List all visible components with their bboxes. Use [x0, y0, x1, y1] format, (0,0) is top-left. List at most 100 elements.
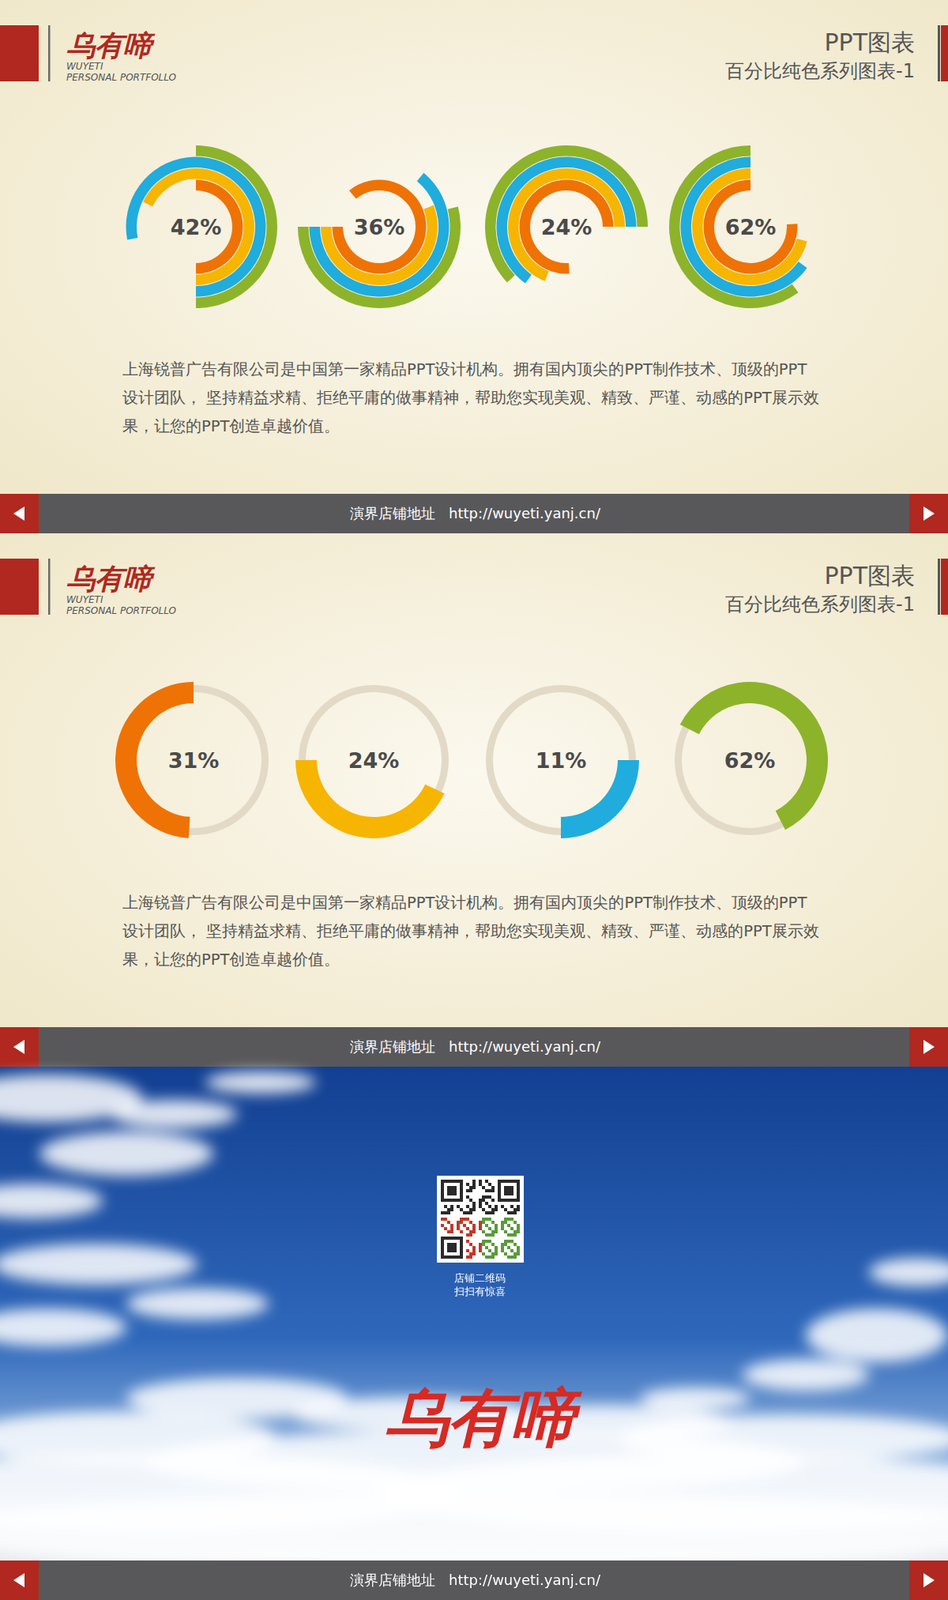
- qr-module: [450, 1223, 454, 1227]
- qr-module: [500, 1248, 505, 1253]
- clouds: [0, 1071, 948, 1573]
- nav-next[interactable]: [923, 506, 935, 521]
- body-text: 果，让您的PPT创造卓越价值。: [122, 417, 340, 436]
- qr-module: [488, 1182, 492, 1186]
- qr-module: [466, 1226, 470, 1231]
- header-divider: [48, 25, 51, 82]
- nav-prev[interactable]: [13, 506, 25, 521]
- footer-url[interactable]: http://wuyeti.yanj.cn/: [448, 504, 602, 522]
- body-text: 设计团队， 坚持精益求精、拒绝平庸的做事精神，帮助您实现美观、精致、严谨、动感的…: [122, 921, 820, 941]
- footer-label: 演界店铺地址: [349, 1038, 436, 1055]
- marks: [295, 684, 449, 839]
- qr-module: [491, 1185, 495, 1189]
- qr-module: [478, 1179, 482, 1183]
- qr-module: [440, 1217, 444, 1221]
- nav-prev[interactable]: [13, 1039, 25, 1054]
- qr-module: [491, 1233, 495, 1237]
- qr-module: [507, 1217, 511, 1221]
- qr-module: [459, 1220, 463, 1224]
- qr-module: [513, 1220, 517, 1224]
- center-label: 11%: [535, 748, 587, 773]
- qr-module: [478, 1220, 482, 1224]
- qr-module: [450, 1204, 454, 1208]
- cloud: [126, 1287, 269, 1320]
- header-edge: [937, 25, 941, 82]
- qr-module: [507, 1211, 511, 1215]
- qr-module: [494, 1245, 498, 1249]
- slide: 乌有啼WUYETIPERSONAL PORTFOLLOPPT图表百分比纯色系列图…: [0, 0, 948, 534]
- qr-finder: [447, 1185, 457, 1196]
- slide-background: [0, 0, 948, 534]
- qr-module: [510, 1239, 514, 1243]
- nav-next[interactable]: [923, 1039, 935, 1054]
- qr-module: [516, 1204, 520, 1208]
- qr-module: [450, 1207, 454, 1212]
- ring-arc: [309, 173, 450, 298]
- header-edge: [937, 558, 941, 615]
- header-edge-red: [940, 25, 948, 82]
- ring-arc: [126, 157, 267, 298]
- qr-module: [507, 1223, 511, 1227]
- chart: 62%: [674, 681, 828, 836]
- qr-module: [513, 1242, 517, 1246]
- qr-module: [488, 1217, 492, 1221]
- cloud: [39, 1131, 214, 1176]
- center-label: 42%: [170, 214, 222, 240]
- footer-url[interactable]: http://wuyeti.yanj.cn/: [448, 1038, 602, 1055]
- qr-module: [469, 1207, 473, 1212]
- qr-module: [510, 1226, 514, 1231]
- qr-module: [481, 1230, 486, 1234]
- nav-next[interactable]: [923, 1572, 935, 1588]
- footer-bar: [0, 1027, 948, 1067]
- qr-module: [516, 1223, 520, 1227]
- qr-module: [488, 1226, 492, 1231]
- qr-module: [485, 1179, 489, 1183]
- nav-prev[interactable]: [13, 1572, 25, 1588]
- qr-module: [516, 1226, 520, 1231]
- qr-module: [469, 1233, 473, 1237]
- chart: 42%: [126, 145, 278, 309]
- footer-label: 演界店铺地址: [349, 504, 436, 522]
- nav-prev-bg: [0, 1027, 39, 1067]
- header-block: [0, 558, 39, 615]
- qr-module: [510, 1255, 514, 1259]
- chart: 11%: [485, 684, 640, 839]
- qr-module: [500, 1204, 505, 1208]
- footer-url[interactable]: http://wuyeti.yanj.cn/: [448, 1571, 602, 1588]
- qr-module: [485, 1188, 489, 1193]
- qr-module: [469, 1220, 473, 1224]
- donut-arc: [680, 681, 828, 830]
- qr-module: [485, 1195, 489, 1199]
- qr-caption: 扫扫有惊喜: [453, 1285, 506, 1298]
- root: 乌有啼WUYETIPERSONAL PORTFOLLOPPT图表百分比纯色系列图…: [0, 0, 948, 1600]
- chart: 24%: [485, 145, 648, 284]
- qr-module: [462, 1223, 467, 1227]
- qr-module: [469, 1230, 473, 1234]
- qr-module: [510, 1248, 514, 1253]
- body-text: 上海锐普广告有限公司是中国第一家精品PPT设计机构。拥有国内顶尖的PPT制作技术…: [122, 893, 807, 912]
- qr-module: [513, 1207, 517, 1212]
- qr-module: [504, 1252, 508, 1256]
- qr-module: [485, 1201, 489, 1205]
- center-label: 31%: [168, 748, 220, 773]
- cloud: [0, 1308, 127, 1347]
- qr-module: [472, 1252, 476, 1256]
- qr-module: [456, 1226, 460, 1231]
- qr-module: [485, 1239, 489, 1243]
- qr-module: [459, 1230, 463, 1234]
- qr-module: [472, 1248, 476, 1253]
- qr-module: [447, 1230, 451, 1234]
- center-label: 36%: [353, 214, 406, 240]
- qr-module: [469, 1255, 473, 1259]
- qr-module: [507, 1245, 511, 1249]
- qr-module: [516, 1207, 520, 1212]
- qr-module: [491, 1211, 495, 1215]
- qr-module: [466, 1204, 470, 1208]
- qr-module: [510, 1217, 514, 1221]
- qr-finder: [447, 1242, 457, 1253]
- qr-module: [494, 1207, 498, 1212]
- qr-finder: [440, 1236, 463, 1259]
- qr-module: [466, 1233, 470, 1237]
- header-block: [0, 25, 39, 82]
- qr-module: [459, 1207, 463, 1212]
